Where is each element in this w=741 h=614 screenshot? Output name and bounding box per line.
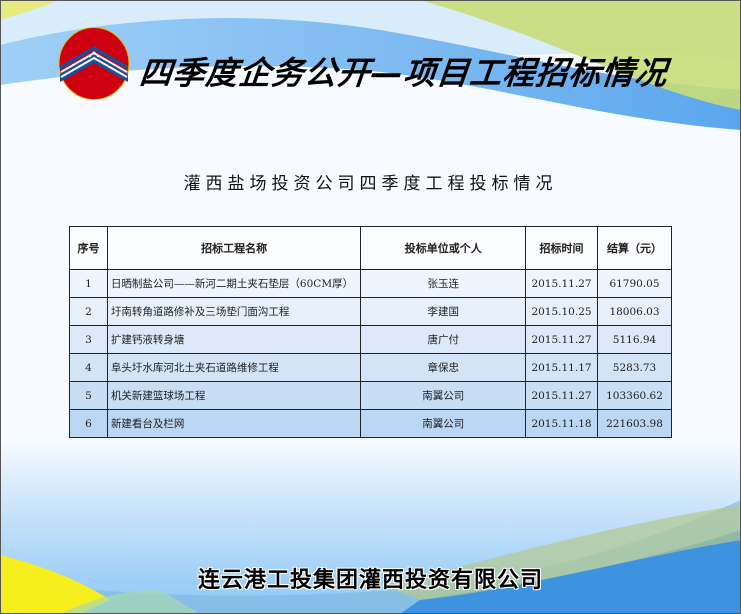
table-row: 6 新建看台及栏网 南翼公司 2015.11.18 221603.98 (69, 409, 672, 438)
cell-date: 2015.11.17 (525, 353, 598, 382)
cell-amount: 61790.05 (597, 269, 672, 298)
column-header-no: 序号 (69, 226, 108, 270)
cell-date: 2015.11.27 (525, 269, 598, 298)
cell-amount: 18006.03 (597, 297, 672, 326)
cell-date: 2015.11.18 (525, 409, 598, 438)
cell-bidder: 李建国 (360, 297, 527, 326)
column-header-date: 招标时间 (525, 226, 598, 270)
cell-bidder: 唐广付 (360, 325, 527, 354)
cell-bidder: 南翼公司 (360, 381, 527, 410)
bid-table: 序号 招标工程名称 投标单位或个人 招标时间 结算（元） 1 日晒制盐公司——新河… (69, 226, 672, 438)
cell-project-name: 扩建钙液转身塘 (106, 325, 362, 354)
cell-bidder: 章保忠 (360, 353, 527, 382)
cell-no: 5 (69, 381, 108, 410)
column-header-bidder: 投标单位或个人 (360, 226, 527, 270)
company-logo-icon (57, 26, 131, 101)
cell-bidder: 张玉连 (360, 269, 527, 298)
cell-amount: 5116.94 (597, 325, 672, 354)
page-title: 四季度企务公开—项目工程招标情况 (137, 54, 670, 92)
cell-no: 2 (69, 297, 108, 326)
cell-bidder: 南翼公司 (360, 409, 527, 438)
column-header-project-name: 招标工程名称 (106, 226, 362, 270)
table-row: 1 日晒制盐公司——新河二期土夹石垫层（60CM厚） 张玉连 2015.11.27 61… (69, 269, 672, 298)
cell-amount: 5283.73 (597, 353, 672, 382)
company-name-footer: 连云港工投集团灌西投资有限公司 (197, 568, 543, 593)
cell-no: 1 (69, 269, 108, 298)
cell-date: 2015.10.25 (525, 297, 598, 326)
cell-amount: 103360.62 (597, 381, 672, 410)
table-title: 灌西盐场投资公司四季度工程投标情况 (183, 174, 558, 194)
cell-project-name: 阜头圩水库河北土夹石道路维修工程 (106, 353, 362, 382)
cell-project-name: 新建看台及栏网 (106, 409, 362, 438)
cell-no: 6 (69, 409, 108, 438)
cell-project-name: 圩南转角道路修补及三场垫门面沟工程 (106, 297, 362, 326)
cell-date: 2015.11.27 (525, 325, 598, 354)
column-header-amount: 结算（元） (597, 226, 672, 270)
cell-no: 3 (69, 325, 108, 354)
cell-date: 2015.11.27 (525, 381, 598, 410)
cell-amount: 221603.98 (597, 409, 672, 438)
table-header-row: 序号 招标工程名称 投标单位或个人 招标时间 结算（元） (69, 226, 672, 270)
table-row: 3 扩建钙液转身塘 唐广付 2015.11.27 5116.94 (69, 325, 672, 354)
cell-project-name: 机关新建篮球场工程 (106, 381, 362, 410)
table-row: 4 阜头圩水库河北土夹石道路维修工程 章保忠 2015.11.17 5283.73 (69, 353, 672, 382)
cell-project-name: 日晒制盐公司——新河二期土夹石垫层（60CM厚） (106, 269, 362, 298)
table-row: 2 圩南转角道路修补及三场垫门面沟工程 李建国 2015.10.25 18006.03 (69, 297, 672, 326)
cell-no: 4 (69, 353, 108, 382)
table-row: 5 机关新建篮球场工程 南翼公司 2015.11.27 103360.62 (69, 381, 672, 410)
